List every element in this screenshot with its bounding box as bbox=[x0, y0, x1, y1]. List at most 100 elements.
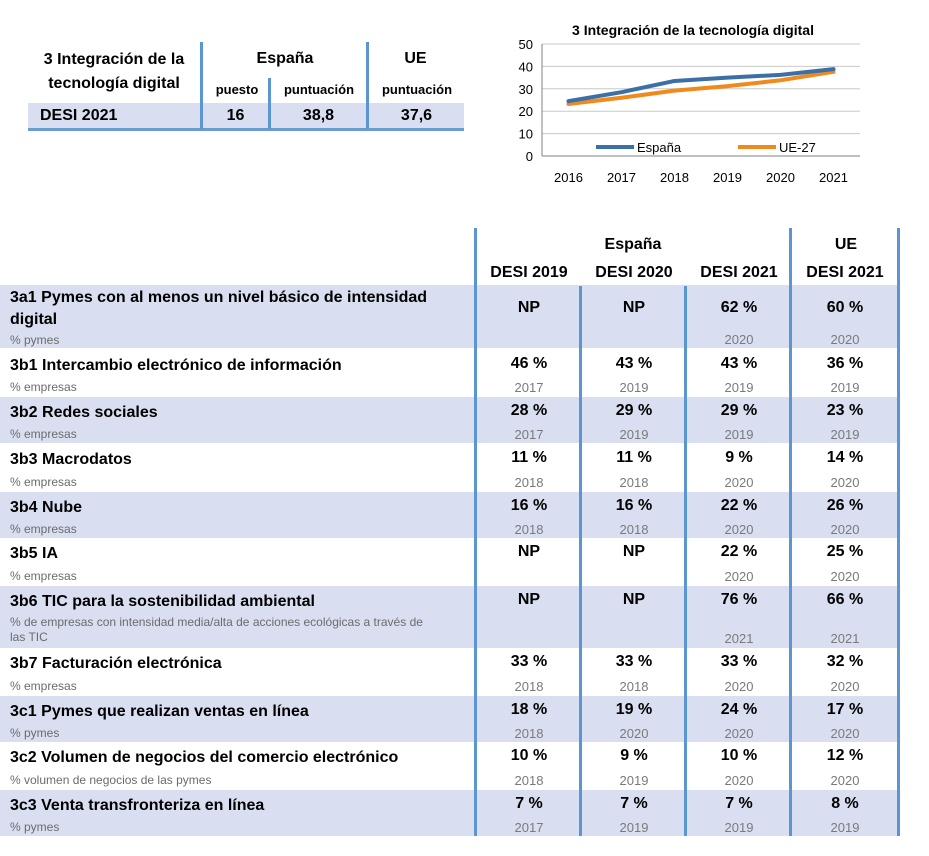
value-desi-2019: 46 % bbox=[510, 355, 548, 372]
year-eu-desi-2021: 2019 bbox=[830, 380, 860, 395]
x-tick-label: 2016 bbox=[554, 170, 583, 185]
year-desi-2021: 2020 bbox=[724, 332, 754, 347]
summary-score-value: 38,8 bbox=[302, 107, 335, 124]
table-divider-3 bbox=[684, 286, 687, 836]
summary-eu-score-value: 37,6 bbox=[400, 107, 433, 124]
integration-line-chart: 3 Integración de la tecnología digital 0… bbox=[519, 22, 860, 185]
summary-divider-3 bbox=[366, 42, 369, 129]
indicator-unit: % empresas bbox=[10, 679, 77, 693]
indicator-title: 3b3 Macrodatos bbox=[10, 451, 132, 468]
summary-title-line2: tecnología digital bbox=[48, 75, 180, 92]
chart-legend: España UE-27 bbox=[596, 140, 816, 155]
value-eu-desi-2021: 14 % bbox=[826, 449, 864, 466]
series-line-españa bbox=[566, 67, 836, 104]
y-tick-label: 40 bbox=[519, 59, 533, 74]
value-eu-desi-2021: 66 % bbox=[826, 591, 864, 608]
value-desi-2020: NP bbox=[622, 299, 646, 316]
year-eu-desi-2021: 2019 bbox=[830, 820, 860, 835]
year-desi-2021: 2020 bbox=[724, 569, 754, 584]
table-row: 3c3 Venta transfronteriza en línea % pym… bbox=[0, 790, 900, 836]
value-eu-desi-2021: 36 % bbox=[826, 355, 864, 372]
value-desi-2019: 16 % bbox=[510, 497, 548, 514]
indicator-unit: % empresas bbox=[10, 522, 77, 536]
table-row: 3c1 Pymes que realizan ventas en línea %… bbox=[0, 696, 900, 742]
indicator-unit-line2: las TIC bbox=[10, 630, 48, 644]
x-tick-label: 2021 bbox=[819, 170, 848, 185]
indicator-title: 3c2 Volumen de negocios del comercio ele… bbox=[10, 749, 399, 766]
table-row: 3a1 Pymes con al menos un nivel básico d… bbox=[0, 285, 900, 348]
summary-row-label: DESI 2021 bbox=[40, 107, 118, 124]
y-tick-label: 20 bbox=[519, 104, 533, 119]
value-desi-2021: 9 % bbox=[725, 449, 753, 466]
year-desi-2019: 2017 bbox=[514, 427, 544, 442]
indicator-title: 3b4 Nube bbox=[10, 499, 83, 516]
summary-score-header: puntuación bbox=[283, 82, 355, 97]
indicator-title-3a1-line1: 3a1 Pymes con al menos un nivel básico d… bbox=[10, 289, 428, 306]
year-desi-2019: 2018 bbox=[514, 679, 544, 694]
indicator-title: 3b2 Redes sociales bbox=[10, 404, 158, 421]
indicator-title: 3b7 Facturación electrónica bbox=[10, 655, 222, 672]
col-header-eu-desi-2021: DESI 2021 bbox=[806, 264, 884, 281]
value-desi-2019: 18 % bbox=[510, 701, 548, 718]
table-row: 3b7 Facturación electrónica % empresas 3… bbox=[0, 649, 900, 695]
x-tick-label: 2019 bbox=[713, 170, 742, 185]
summary-spain-header: España bbox=[256, 50, 314, 67]
value-desi-2019: NP bbox=[517, 299, 541, 316]
summary-title: 3 Integración de la tecnología digital bbox=[30, 48, 198, 96]
table-row: 3b2 Redes sociales % empresas 28 % 29 % … bbox=[0, 397, 900, 443]
indicator-unit: % pymes bbox=[10, 726, 60, 740]
year-desi-2019: 2018 bbox=[514, 773, 544, 788]
value-desi-2019: NP bbox=[517, 543, 541, 560]
summary-eu-header: UE bbox=[404, 50, 427, 67]
value-desi-2020: NP bbox=[622, 543, 646, 560]
indicator-title-3a1-line2: digital bbox=[10, 311, 58, 328]
summary-divider-1 bbox=[200, 42, 203, 129]
table-row: 3b4 Nube % empresas 16 % 16 % 22 % 26 % … bbox=[0, 492, 900, 538]
table-row: 3b5 IA % empresas NP NP 22 % 25 % 2020 2… bbox=[0, 539, 900, 585]
year-desi-2019: 2018 bbox=[514, 522, 544, 537]
indicator-unit: % pymes bbox=[10, 820, 60, 834]
table-eu-group-header: UE bbox=[834, 236, 858, 253]
series-line-ue-27 bbox=[566, 69, 836, 107]
year-desi-2020: 2018 bbox=[619, 475, 649, 490]
indicator-title: 3b1 Intercambio electrónico de informaci… bbox=[10, 357, 342, 374]
value-desi-2020: 11 % bbox=[616, 449, 652, 466]
summary-eu-score-header: puntuación bbox=[381, 82, 453, 97]
year-desi-2021: 2019 bbox=[724, 820, 754, 835]
summary-title-line1: 3 Integración de la bbox=[43, 51, 185, 68]
year-desi-2021: 2020 bbox=[724, 475, 754, 490]
indicator-title: 3b5 IA bbox=[10, 545, 59, 562]
year-desi-2021: 2021 bbox=[724, 631, 754, 646]
value-desi-2021: 62 % bbox=[720, 299, 758, 316]
value-desi-2021: 33 % bbox=[720, 653, 758, 670]
table-divider-4 bbox=[789, 228, 792, 836]
indicator-title: 3b6 TIC para la sostenibilidad ambiental bbox=[10, 593, 315, 610]
value-desi-2021: 24 % bbox=[720, 701, 758, 718]
x-tick-label: 2017 bbox=[607, 170, 636, 185]
table-divider-1 bbox=[474, 228, 477, 836]
year-desi-2020: 2019 bbox=[619, 820, 649, 835]
value-desi-2021: 29 % bbox=[720, 402, 758, 419]
chart-series bbox=[566, 67, 836, 107]
year-desi-2021: 2019 bbox=[724, 380, 754, 395]
indicator-unit: % empresas bbox=[10, 569, 77, 583]
indicator-unit: % empresas bbox=[10, 380, 77, 394]
value-desi-2019: 11 % bbox=[511, 449, 547, 466]
chart-x-ticks: 2016 2017 2018 2019 2020 2021 bbox=[554, 170, 848, 185]
table-row: 3b6 TIC para la sostenibilidad ambiental… bbox=[0, 586, 900, 648]
legend-label: UE-27 bbox=[779, 140, 816, 155]
year-desi-2021: 2020 bbox=[724, 726, 754, 741]
value-desi-2019: 7 % bbox=[515, 795, 543, 812]
x-tick-label: 2020 bbox=[766, 170, 795, 185]
table-row: 3b1 Intercambio electrónico de informaci… bbox=[0, 349, 900, 396]
table-divider-5 bbox=[897, 228, 900, 836]
value-desi-2020: NP bbox=[622, 591, 646, 608]
value-eu-desi-2021: 8 % bbox=[831, 795, 859, 812]
year-desi-2019: 2017 bbox=[514, 820, 544, 835]
indicator-unit: % de empresas con intensidad media/alta … bbox=[10, 615, 470, 645]
summary-rank-header: puesto bbox=[215, 82, 259, 97]
summary-divider-2 bbox=[268, 78, 271, 129]
value-eu-desi-2021: 23 % bbox=[826, 402, 864, 419]
value-eu-desi-2021: 17 % bbox=[826, 701, 864, 718]
year-eu-desi-2021: 2021 bbox=[830, 631, 860, 646]
